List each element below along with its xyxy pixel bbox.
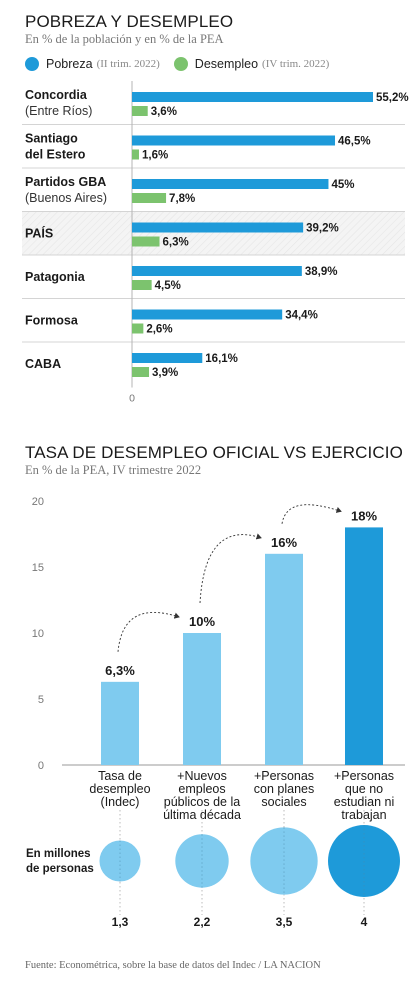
legend-item-desempleo: Desempleo (IV trim. 2022) bbox=[173, 57, 330, 71]
category-label: Patagonia bbox=[25, 270, 86, 284]
category-label: públicos de la bbox=[164, 795, 240, 809]
source-note: Fuente: Econométrica, sobre la base de d… bbox=[25, 960, 321, 971]
bar-value-label: 16,1% bbox=[205, 353, 238, 365]
legend-note-pobreza: (II trim. 2022) bbox=[96, 58, 160, 70]
bar-value-label: 10% bbox=[189, 614, 215, 629]
x-tick-label: 0 bbox=[129, 393, 135, 405]
category-label: (Entre Ríos) bbox=[25, 104, 92, 118]
bar-value-label: 46,5% bbox=[338, 136, 371, 148]
category-label: que no bbox=[345, 782, 383, 796]
legend-item-pobreza: Pobreza (II trim. 2022) bbox=[25, 57, 160, 71]
category-label: sociales bbox=[261, 795, 306, 809]
bar-value-label: 1,6% bbox=[142, 150, 168, 162]
bubbles-label: En millones bbox=[26, 848, 91, 860]
legend-label-desempleo: Desempleo bbox=[194, 57, 259, 71]
category-label: +Personas bbox=[254, 769, 314, 783]
bar-pobreza bbox=[132, 353, 203, 363]
chart1-title: POBREZA Y DESEMPLEO bbox=[25, 12, 234, 31]
bar-desempleo bbox=[132, 193, 167, 203]
unemployment-rate-chart: 0 5 10 15 20 6,3% 10% 16% 18% Tasa dedesempleo(In… bbox=[26, 496, 405, 929]
category-label: empleos bbox=[178, 782, 225, 796]
chart1-subtitle: En % de la población y en % de la PEA bbox=[25, 32, 224, 46]
category-label: Concordia bbox=[25, 88, 88, 102]
bar-value-label: 6,3% bbox=[105, 663, 135, 678]
step-arrow bbox=[199, 533, 262, 604]
bar-pobreza bbox=[132, 179, 329, 189]
category-label: PAÍS bbox=[25, 226, 53, 241]
bar bbox=[265, 553, 303, 765]
bar-desempleo bbox=[132, 236, 160, 247]
bar-value-label: 39,2% bbox=[306, 223, 339, 235]
category-label: estudian ni bbox=[334, 795, 394, 809]
bar-value-label: 55,2% bbox=[376, 92, 409, 104]
category-label: CABA bbox=[25, 357, 61, 371]
bubble bbox=[250, 827, 318, 895]
bar-pobreza bbox=[132, 92, 373, 102]
bubble-value-label: 4 bbox=[361, 915, 368, 929]
bar-desempleo bbox=[132, 280, 152, 290]
bar-value-label: 7,8% bbox=[169, 193, 195, 205]
bar-value-label: 6,3% bbox=[163, 237, 189, 249]
category-label: (Buenos Aires) bbox=[25, 191, 107, 205]
bar bbox=[101, 681, 139, 765]
bar-desempleo bbox=[132, 149, 139, 160]
legend-swatch-pobreza bbox=[25, 57, 39, 71]
bubble bbox=[175, 834, 229, 888]
category-label: Partidos GBA bbox=[25, 175, 106, 189]
bar-pobreza bbox=[132, 309, 283, 320]
bar-value-label: 18% bbox=[351, 508, 377, 523]
category-label: del Estero bbox=[25, 148, 86, 162]
bar-desempleo bbox=[132, 106, 148, 116]
bar-value-label: 2,6% bbox=[146, 324, 172, 336]
y-tick-label: 10 bbox=[32, 628, 44, 640]
bubbles-label: de personas bbox=[26, 863, 94, 875]
bar-value-label: 4,5% bbox=[155, 280, 181, 292]
bar-pobreza bbox=[132, 222, 304, 233]
bar-pobreza bbox=[132, 266, 302, 276]
category-label: +Nuevos bbox=[177, 769, 227, 783]
category-label: Santiago bbox=[25, 132, 78, 146]
bubble-value-label: 2,2 bbox=[194, 915, 211, 929]
category-label: (Indec) bbox=[101, 795, 140, 809]
category-label: Tasa de bbox=[98, 769, 142, 783]
bubble-value-label: 3,5 bbox=[276, 915, 293, 929]
bar-desempleo bbox=[132, 323, 144, 334]
category-label: Formosa bbox=[25, 314, 79, 328]
y-tick-label: 0 bbox=[38, 760, 44, 772]
chart2-subtitle: En % de la PEA, IV trimestre 2022 bbox=[25, 463, 202, 477]
y-tick-label: 5 bbox=[38, 694, 44, 706]
legend-label-pobreza: Pobreza bbox=[46, 57, 93, 71]
bar-value-label: 3,6% bbox=[151, 106, 177, 118]
bar-value-label: 34,4% bbox=[285, 310, 318, 322]
step-arrow bbox=[117, 612, 180, 652]
step-arrow bbox=[281, 504, 342, 524]
legend-swatch-desempleo bbox=[173, 57, 188, 71]
bubble-value-label: 1,3 bbox=[112, 915, 129, 929]
bar-value-label: 16% bbox=[271, 535, 297, 550]
legend-note-desempleo: (IV trim. 2022) bbox=[262, 58, 330, 70]
category-label: desempleo bbox=[89, 782, 150, 796]
category-label: con planes bbox=[254, 782, 314, 796]
poverty-unemployment-chart: 0 Concordia (Entre Ríos) 55,2% 3,6% Santiago d… bbox=[22, 81, 409, 405]
bar bbox=[345, 527, 383, 765]
y-tick-label: 15 bbox=[32, 562, 44, 574]
chart1-legend: Pobreza (II trim. 2022) Desempleo (IV tr… bbox=[25, 57, 343, 71]
bar-value-label: 3,9% bbox=[152, 367, 178, 379]
bar-pobreza bbox=[132, 135, 336, 146]
category-label: +Personas bbox=[334, 769, 394, 783]
y-tick-label: 20 bbox=[32, 496, 44, 508]
bar-value-label: 38,9% bbox=[305, 266, 338, 278]
bar bbox=[183, 633, 221, 765]
bar-value-label: 45% bbox=[331, 179, 354, 191]
highlight-row-bg bbox=[22, 211, 405, 255]
bar-desempleo bbox=[132, 367, 150, 377]
chart2-title: TASA DE DESEMPLEO OFICIAL VS EJERCICIO bbox=[25, 443, 403, 462]
